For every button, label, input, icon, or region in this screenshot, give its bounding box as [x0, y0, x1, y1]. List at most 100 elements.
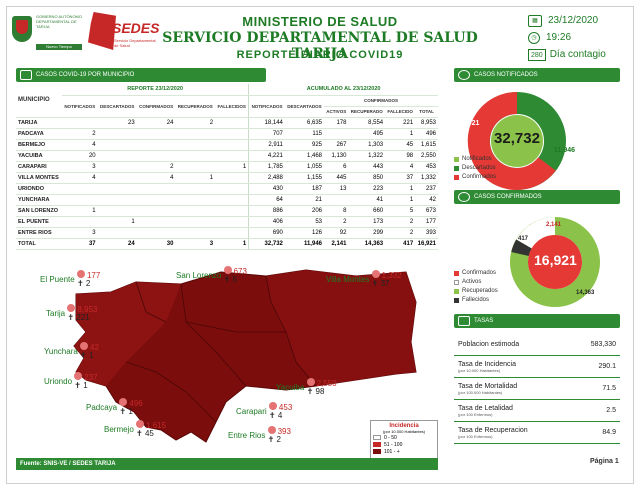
confirmed-section-bar: CASOS CONFIRMADOS — [454, 190, 620, 204]
accum-cell: 1,322 — [348, 150, 386, 162]
table-row: YUNCHARA 64 21 41 1 42 — [16, 194, 438, 206]
report-cell — [215, 216, 249, 228]
confirmed-donut — [510, 217, 600, 307]
accum-cell: 13 — [324, 183, 349, 195]
confirmed-legend-item: Recuperados — [454, 288, 498, 294]
map-label-uriondo: Uriondo 237 ✝ 1 — [44, 372, 98, 390]
sedes-logo-sub: Servicio Departamental de Salud — [114, 38, 156, 48]
accum-cell: 4 — [385, 161, 416, 173]
accum-cell: 886 — [248, 205, 285, 217]
report-cell: 1 — [62, 205, 98, 217]
municipio-map-name: Entre Rios — [228, 430, 266, 440]
accum-cell: 2,488 — [248, 172, 285, 184]
map-region-western — [74, 282, 181, 386]
municipio-name: BERMEJO — [16, 139, 62, 151]
cross-icon: ✝ — [80, 351, 87, 360]
tasa-label: Tasa de Mortalidad — [458, 382, 518, 390]
notified-legend-item: Notificados — [454, 156, 492, 162]
accum-cell: 2,550 — [415, 150, 438, 162]
accum-cell: 126 — [284, 227, 324, 239]
accum-cell: 178 — [324, 117, 349, 129]
accum-cell: 660 — [348, 205, 386, 217]
map-cases: 673 — [233, 267, 247, 276]
confirmed-total: 16,921 — [534, 252, 577, 268]
report-cell: 3 — [62, 227, 98, 239]
table-total-row: TOTAL 37 24 30 3 1 32,732 11,946 2,141 14,363 417 1… — [16, 237, 438, 250]
accum-cell: 707 — [248, 128, 285, 140]
municipio-map-name: Yunchara — [44, 346, 78, 356]
report-cell — [62, 216, 98, 228]
cross-icon: ✝ — [74, 381, 81, 390]
tasa-label: Tasa de Recuperacion — [458, 426, 528, 434]
case-icon — [267, 426, 276, 434]
col-r-descartados: DESCARTADOS — [97, 95, 137, 118]
accum-cell: 1,055 — [284, 161, 324, 173]
accum-cell: 6,635 — [284, 117, 324, 129]
case-icon — [136, 420, 145, 428]
col-r-fallecidos: FALLECIDOS — [215, 95, 249, 118]
confirmed-recovered: 14,363 — [576, 290, 595, 296]
case-icon — [306, 378, 315, 386]
table-row: URIONDO 430 187 13 223 1 237 — [16, 183, 438, 195]
map-deaths: 1 — [88, 351, 94, 360]
col-a-recuperado: RECUPERADO — [348, 106, 386, 118]
tasa-row: Poblacion estimoda 583,330 — [454, 334, 620, 356]
municipio-map-name: Uriondo — [44, 376, 73, 386]
shield-inner-icon — [16, 20, 28, 34]
accum-cell: 443 — [348, 161, 386, 173]
sedes-logo-text: SEDES — [112, 20, 160, 36]
accum-cell: 223 — [348, 183, 386, 195]
case-icon — [76, 270, 85, 278]
notified-section-bar: CASOS NOTIFICADOS — [454, 68, 620, 82]
cross-icon: ✝ — [371, 279, 379, 288]
report-cell — [215, 194, 249, 206]
accum-cell: 5 — [385, 205, 416, 217]
municipio-map-name: Villa Montes — [326, 274, 370, 284]
accum-cell: 1,615 — [415, 139, 438, 151]
map-cases: 8,953 — [77, 305, 98, 314]
table-row: BERMEJO 4 2,911 925 267 1,303 45 1,615 — [16, 139, 438, 151]
cross-icon: ✝ — [76, 279, 84, 288]
col-a-notificados: NOTIFICADOS — [248, 95, 285, 118]
accum-cell — [324, 128, 349, 140]
map-deaths: 37 — [380, 279, 390, 288]
table-section-bar: CASOS COVID-19 POR MUNICIPIO — [16, 68, 266, 82]
tasa-sub: (por 100 Enfermos) — [458, 433, 493, 439]
col-a-fallecido: FALLECIDO — [385, 106, 416, 118]
report-cell — [215, 183, 249, 195]
report-cell — [136, 216, 176, 228]
accum-cell — [324, 194, 349, 206]
tasa-row: Tasa de Mortalidad (por 100.000 Habitante… — [454, 378, 620, 400]
map-deaths: 221 — [76, 313, 90, 322]
tasa-value: 2.5 — [606, 407, 616, 414]
report-cell: 1 — [215, 237, 249, 250]
tasa-sub: (por 100 Enfermos) — [458, 411, 493, 417]
map-cases: 453 — [278, 403, 293, 412]
map-deaths: 5 — [232, 275, 237, 284]
municipio-name: PADCAYA — [16, 128, 62, 140]
accum-cell: 496 — [415, 128, 438, 140]
report-cell — [136, 183, 176, 195]
accum-cell: 1 — [385, 128, 416, 140]
table-row: PADCAYA 2 707 115 495 1 496 — [16, 128, 438, 140]
tasa-row: Tasa de Letalidad (por 100 Enfermos) 2.5 — [454, 400, 620, 422]
gobierno-bar: Nuevo Tiempo — [36, 44, 82, 50]
accum-cell: 1,303 — [348, 139, 386, 151]
map-deaths: 1 — [83, 381, 88, 390]
report-date: 23/12/2020 — [548, 15, 599, 26]
report-cell — [215, 139, 249, 151]
map-deaths: 45 — [144, 429, 154, 438]
tasa-sub: (por 100.000 Habitantes) — [458, 389, 503, 395]
table-row: SAN LORENZO 1 886 206 8 660 5 673 — [16, 205, 438, 217]
tasa-value: 583,330 — [590, 341, 616, 348]
table-section-title: CASOS COVID-19 POR MUNICIPIO — [36, 72, 135, 78]
case-icon — [67, 304, 76, 312]
tasas-section-bar: TASAS — [454, 314, 620, 328]
report-cell — [97, 150, 137, 162]
table-row: ENTRE RIOS 3 690 126 92 299 2 393 — [16, 227, 438, 239]
municipio-name: ENTRE RIOS — [16, 227, 62, 239]
report-cell — [136, 150, 176, 162]
map-label-yacuiba: Yacuiba 2,550 ✝ 98 — [276, 378, 337, 396]
virus-icon — [458, 70, 470, 80]
accum-cell: 445 — [324, 172, 349, 184]
